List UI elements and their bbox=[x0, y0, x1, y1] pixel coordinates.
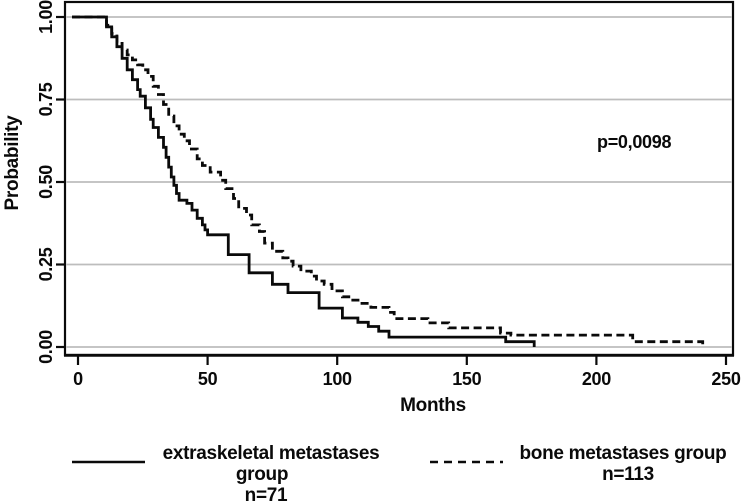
x-tick-label: 200 bbox=[582, 369, 611, 389]
y-gridlines bbox=[66, 16, 732, 348]
y-tick-label: 0.50 bbox=[36, 165, 56, 199]
y-tick-label: 0.00 bbox=[36, 330, 56, 364]
x-tick-label: 100 bbox=[323, 369, 352, 389]
y-tick-label: 0.25 bbox=[36, 247, 56, 281]
x-axis-title: Months bbox=[400, 395, 466, 416]
x-tick-labels: 0 50 100 150 200 250 bbox=[73, 369, 741, 389]
km-curve-extraskeletal-solid bbox=[72, 15, 536, 347]
survival-curves bbox=[72, 15, 705, 347]
legend-n-bone: n=113 bbox=[602, 464, 654, 485]
legend-n-extraskeletal: n=71 bbox=[245, 485, 288, 504]
y-tick-label: 1.00 bbox=[36, 0, 56, 34]
plot-border bbox=[63, 0, 735, 357]
km-curve-bone-dashed bbox=[72, 15, 705, 346]
x-tick-label: 50 bbox=[198, 369, 218, 389]
legend-label-extraskeletal-line2: group bbox=[236, 464, 288, 485]
legend-label-extraskeletal-line1: extraskeletal metastases bbox=[163, 443, 380, 464]
x-ticks bbox=[76, 355, 728, 365]
x-tick-label: 150 bbox=[452, 369, 481, 389]
x-tick-label: 250 bbox=[711, 369, 740, 389]
p-value-annotation: p=0,0098 bbox=[597, 132, 671, 152]
y-axis-title: Probability bbox=[2, 115, 23, 211]
legend: extraskeletal metastases group n=71 bone… bbox=[72, 443, 727, 504]
y-tick-label: 0.75 bbox=[36, 82, 56, 116]
y-ticks bbox=[56, 15, 65, 349]
y-tick-labels: 1.00 0.75 0.50 0.25 0.00 bbox=[36, 0, 56, 364]
x-tick-label: 0 bbox=[73, 369, 83, 389]
legend-label-bone-line1: bone metastases group bbox=[520, 443, 727, 464]
